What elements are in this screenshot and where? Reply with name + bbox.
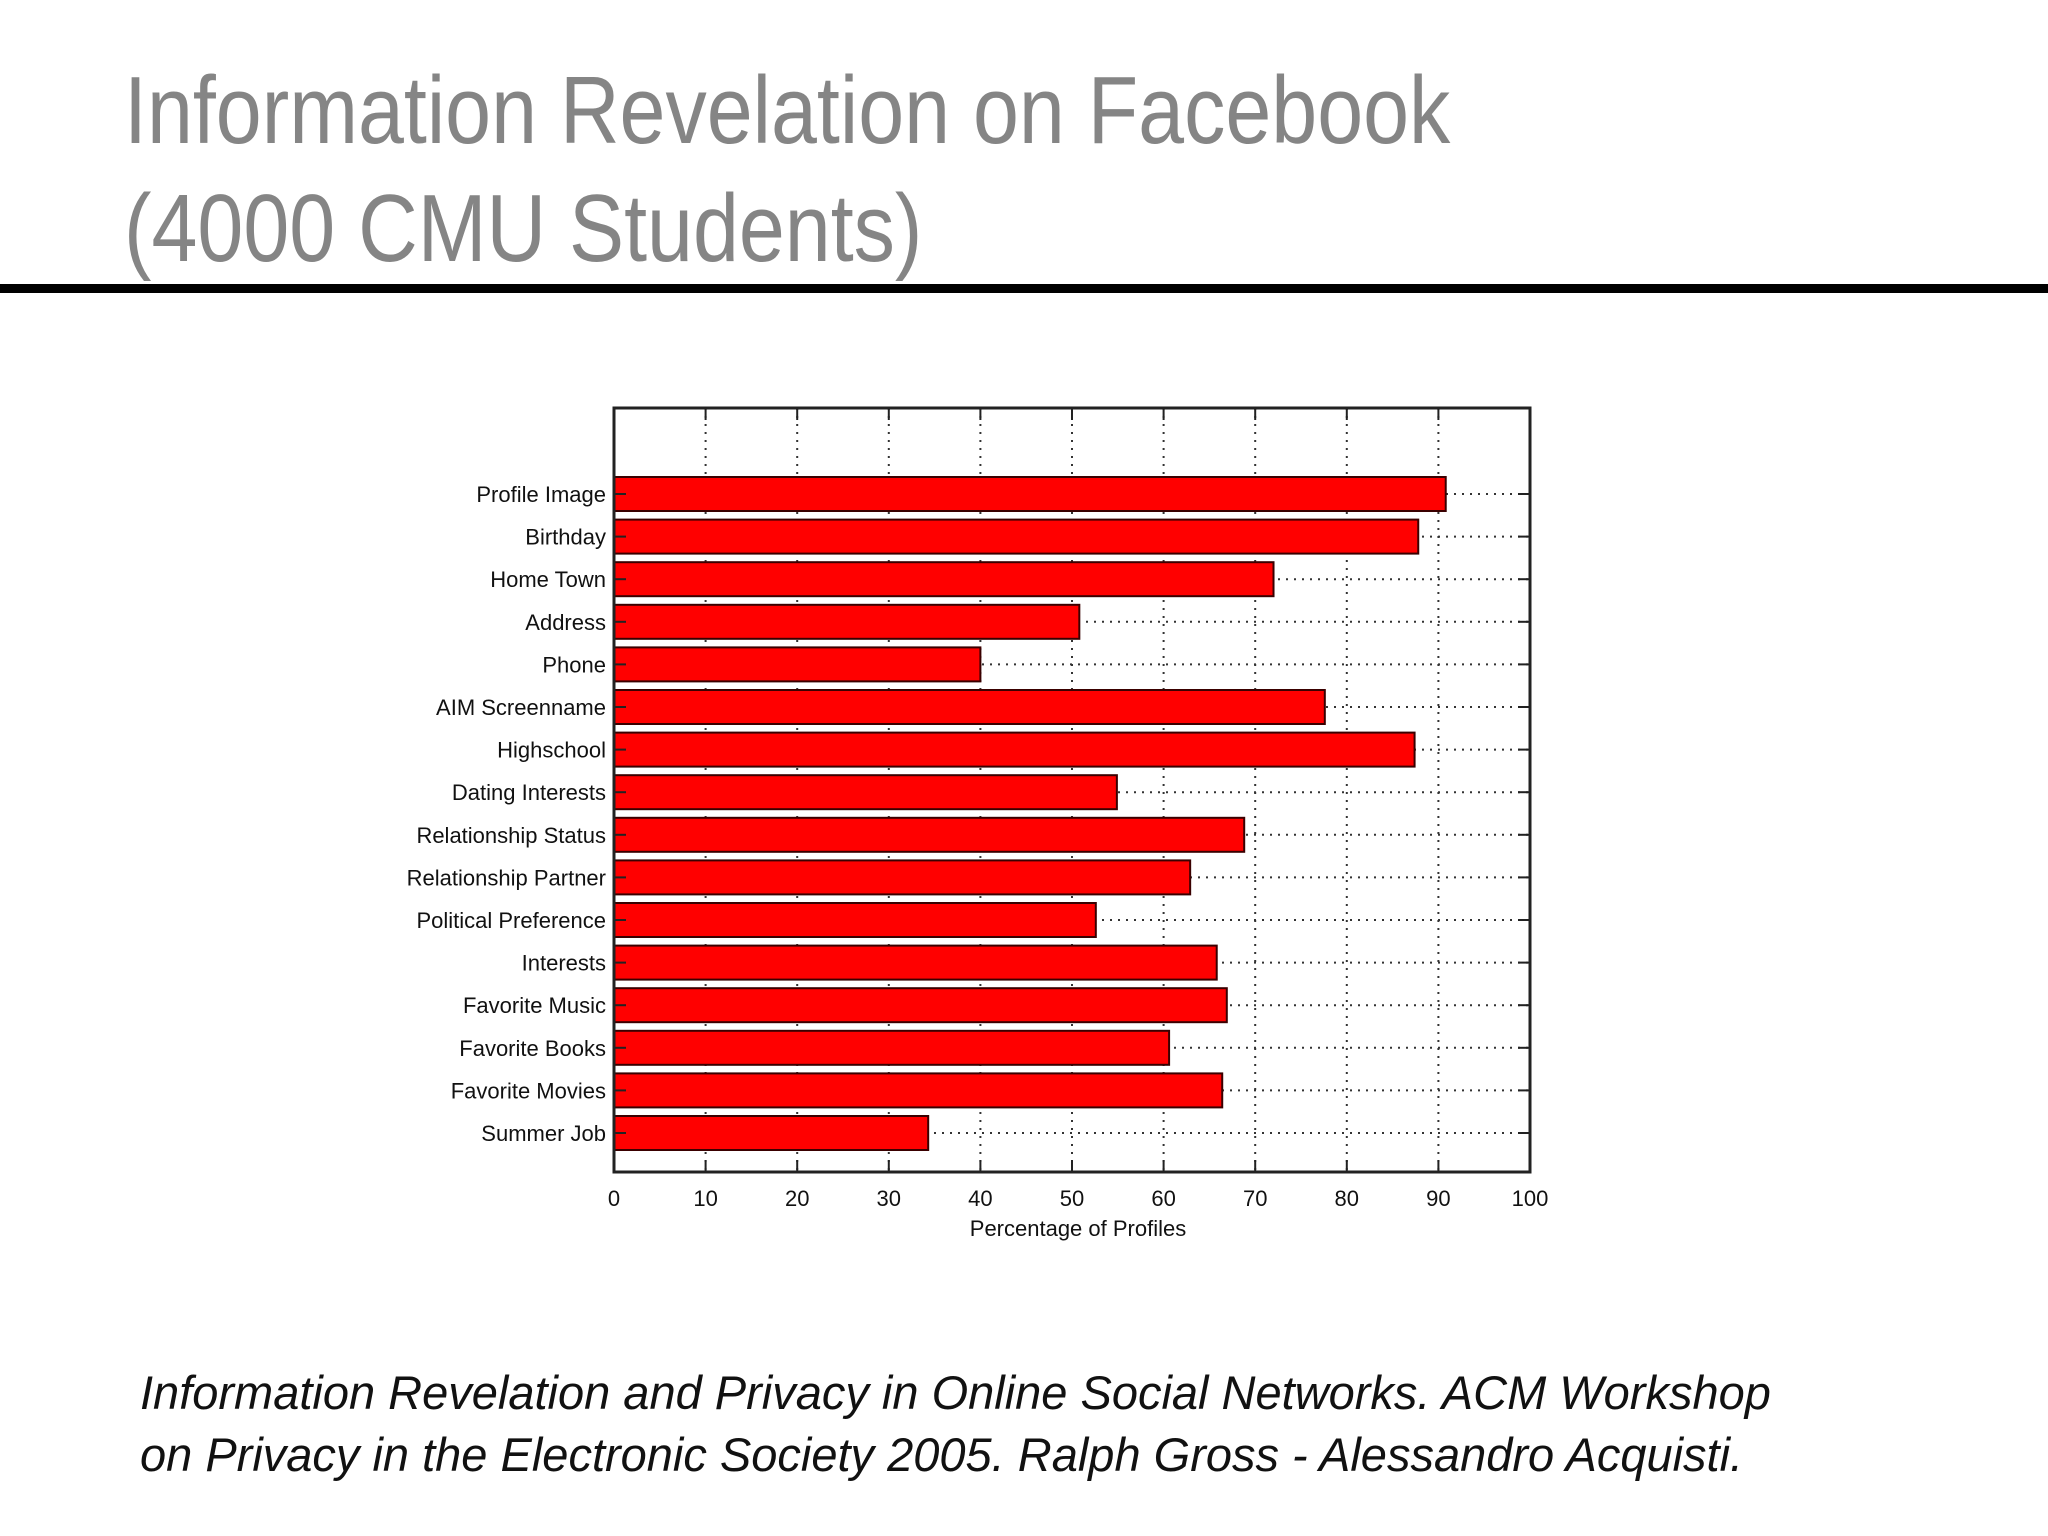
- category-label-2: Home Town: [490, 567, 606, 592]
- bar-3: [613, 603, 1081, 640]
- slide-title: Information Revelation on Facebook (4000…: [124, 52, 1450, 288]
- caption-line-1: Information Revelation and Privacy in On…: [140, 1366, 1771, 1419]
- category-label-15: Summer Job: [481, 1121, 606, 1146]
- slide-title-line-1: Information Revelation on Facebook: [124, 57, 1451, 164]
- x-axis-label: Percentage of Profiles: [970, 1216, 1186, 1241]
- bar-9: [613, 859, 1192, 896]
- bar-14: [613, 1072, 1224, 1109]
- category-label-4: Phone: [542, 652, 606, 677]
- bar-2: [613, 561, 1275, 598]
- bar-13: [613, 1029, 1171, 1066]
- category-label-6: Highschool: [497, 738, 606, 763]
- bar-11: [613, 944, 1218, 981]
- x-tick-label-3: 30: [877, 1186, 901, 1211]
- category-label-3: Address: [525, 610, 606, 635]
- category-label-13: Favorite Books: [459, 1036, 606, 1061]
- bar-6: [613, 731, 1416, 768]
- caption-line-2: on Privacy in the Electronic Society 200…: [140, 1428, 1744, 1481]
- category-label-14: Favorite Movies: [451, 1078, 606, 1103]
- citation-caption: Information Revelation and Privacy in On…: [140, 1362, 2020, 1486]
- x-tick-label-6: 60: [1151, 1186, 1175, 1211]
- category-label-7: Dating Interests: [452, 780, 606, 805]
- x-tick-label-5: 50: [1060, 1186, 1084, 1211]
- category-label-11: Interests: [522, 951, 606, 976]
- bar-1: [613, 518, 1420, 555]
- x-tick-label-7: 70: [1243, 1186, 1267, 1211]
- x-tick-label-2: 20: [785, 1186, 809, 1211]
- category-label-12: Favorite Music: [463, 993, 606, 1018]
- bar-15: [613, 1115, 930, 1151]
- x-tick-label-4: 40: [968, 1186, 992, 1211]
- bar-4: [613, 646, 982, 683]
- title-divider: [0, 284, 2048, 293]
- bar-10: [613, 902, 1097, 938]
- category-label-1: Birthday: [525, 525, 606, 550]
- bar-12: [613, 987, 1228, 1024]
- bar-8: [613, 816, 1246, 853]
- bar-5: [613, 689, 1326, 725]
- x-tick-label-9: 90: [1426, 1186, 1450, 1211]
- x-tick-label-10: 100: [1512, 1186, 1549, 1211]
- x-tick-label-0: 0: [608, 1186, 620, 1211]
- bar-0: [613, 476, 1447, 512]
- category-label-8: Relationship Status: [416, 823, 606, 848]
- category-label-5: AIM Screenname: [436, 695, 606, 720]
- x-tick-label-8: 80: [1335, 1186, 1359, 1211]
- bar-7: [613, 774, 1118, 811]
- slide-title-line-2: (4000 CMU Students): [124, 175, 923, 282]
- category-label-10: Political Preference: [416, 908, 606, 933]
- x-tick-label-1: 10: [693, 1186, 717, 1211]
- category-label-0: Profile Image: [476, 482, 606, 507]
- category-label-9: Relationship Partner: [407, 865, 606, 890]
